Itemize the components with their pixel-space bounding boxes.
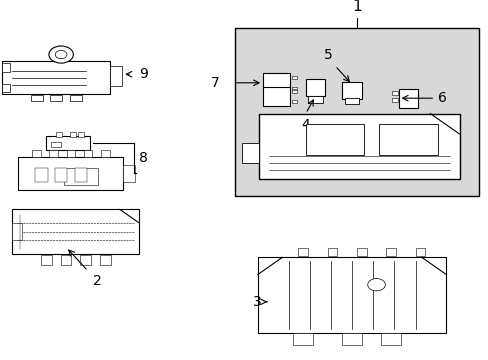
Bar (74, 168, 86, 182)
Bar (12, 223, 22, 240)
Bar (63, 168, 98, 185)
Bar (415, 248, 425, 256)
Bar (100, 255, 110, 265)
Bar (378, 124, 437, 155)
Bar (66, 150, 75, 157)
Bar (50, 95, 62, 102)
Bar (109, 66, 122, 86)
Bar (49, 150, 58, 157)
Circle shape (367, 279, 385, 291)
Text: 2: 2 (93, 274, 102, 288)
Bar (2, 62, 110, 94)
Bar (234, 28, 478, 196)
Bar (32, 150, 41, 157)
Text: 1: 1 (351, 0, 361, 14)
Bar (356, 248, 366, 256)
Bar (61, 255, 71, 265)
Circle shape (55, 50, 67, 59)
Bar (259, 114, 459, 179)
Bar (263, 87, 289, 106)
Bar (35, 168, 48, 182)
Bar (51, 142, 61, 147)
Text: 4: 4 (301, 118, 309, 132)
Bar (46, 136, 90, 149)
Text: 9: 9 (139, 67, 148, 81)
Bar (70, 131, 76, 137)
Bar (123, 165, 135, 182)
Bar (391, 91, 397, 95)
Bar (391, 98, 397, 102)
Text: 3: 3 (252, 295, 261, 309)
Bar (292, 90, 297, 93)
Circle shape (49, 46, 73, 63)
Bar (342, 333, 361, 346)
Bar (2, 63, 10, 72)
Text: 7: 7 (211, 76, 220, 90)
Text: 8: 8 (139, 151, 148, 165)
Bar (386, 248, 395, 256)
Bar (292, 100, 297, 103)
Bar (2, 84, 10, 92)
Bar (83, 150, 92, 157)
Bar (292, 76, 297, 79)
Bar (293, 333, 312, 346)
Bar (345, 98, 358, 104)
Bar (12, 210, 139, 254)
Bar (381, 333, 400, 346)
Bar (56, 131, 61, 137)
Bar (241, 143, 259, 163)
Text: 6: 6 (437, 91, 446, 105)
Bar (18, 157, 123, 190)
Bar (305, 79, 325, 96)
Bar (69, 95, 81, 102)
Bar (305, 124, 364, 155)
Bar (398, 89, 417, 108)
Bar (78, 131, 83, 137)
Bar (342, 82, 361, 99)
Bar (101, 150, 109, 157)
Bar (292, 86, 297, 89)
Bar (307, 96, 322, 103)
Bar (327, 248, 337, 256)
Bar (80, 255, 91, 265)
Bar (55, 168, 67, 182)
Bar (258, 257, 445, 333)
Bar (31, 95, 43, 102)
Text: 5: 5 (323, 48, 332, 62)
Bar (41, 255, 52, 265)
Bar (298, 248, 307, 256)
Bar (263, 73, 289, 92)
